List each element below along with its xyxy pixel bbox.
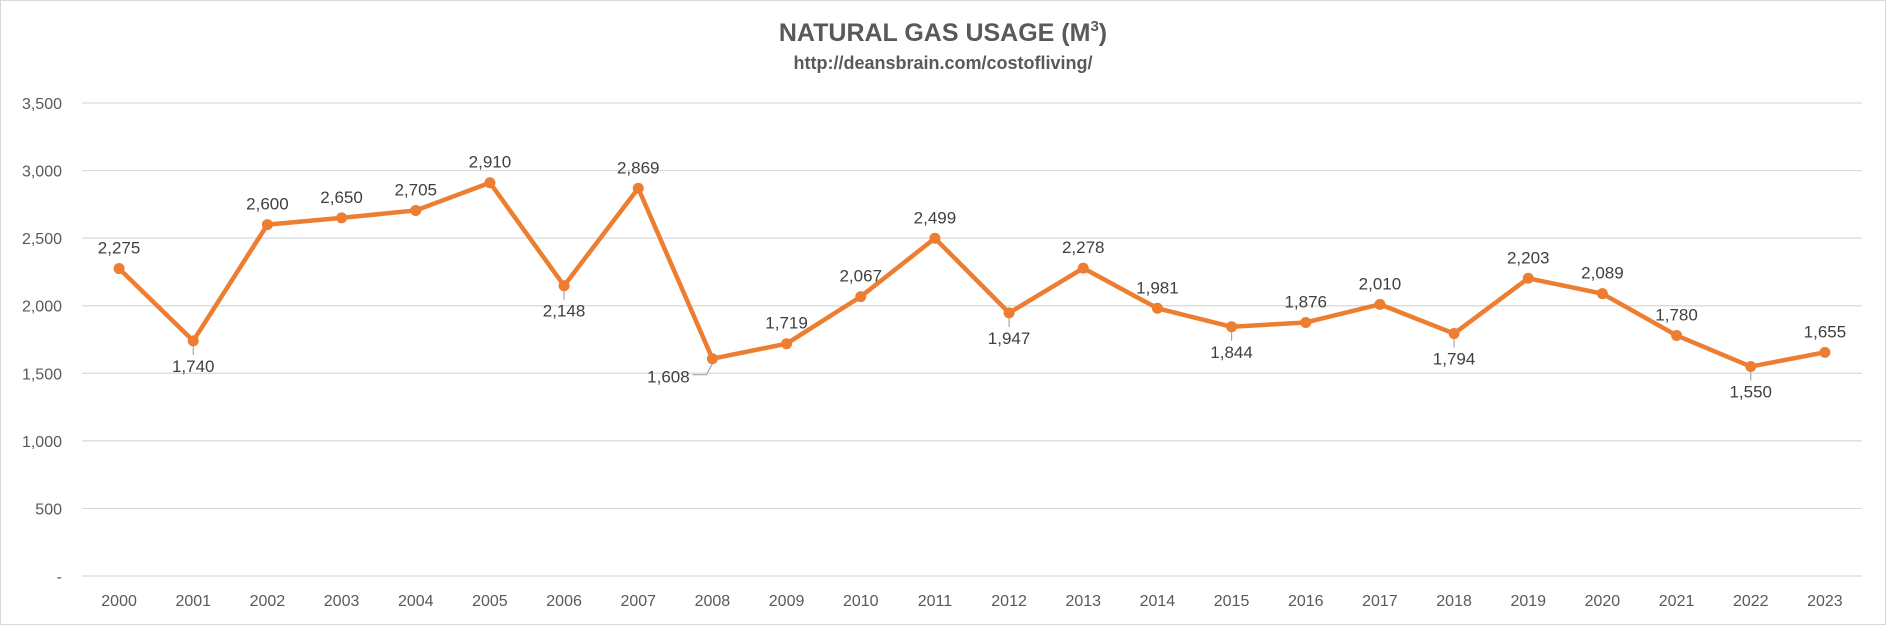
data-label: 1,608	[647, 368, 690, 387]
x-tick-label: 2019	[1510, 593, 1546, 610]
data-label: 2,203	[1507, 248, 1550, 267]
x-tick-label: 2004	[398, 593, 434, 610]
data-label: 1,780	[1655, 305, 1698, 324]
data-point	[1226, 321, 1238, 333]
x-tick-label: 2002	[250, 593, 286, 610]
data-point	[1671, 329, 1683, 341]
data-point	[1448, 328, 1460, 340]
data-label: 1,740	[172, 357, 215, 376]
data-label: 1,844	[1210, 343, 1253, 362]
data-label: 2,010	[1359, 274, 1402, 293]
data-point	[336, 212, 348, 224]
data-point	[632, 182, 644, 194]
series-polyline	[116, 180, 1828, 369]
x-axis-ticks: 2000 2001 2002 2003 2004 2005 2006 2007 2008 2009…	[101, 593, 1843, 610]
data-point	[1374, 298, 1386, 310]
data-point	[1077, 262, 1089, 274]
title-superscript: 3	[1090, 18, 1099, 35]
data-label: 1,876	[1284, 292, 1327, 311]
x-tick-label: 2023	[1807, 593, 1843, 610]
data-point	[855, 291, 867, 303]
data-label: 1,719	[765, 314, 808, 333]
data-point	[1596, 288, 1608, 300]
data-label: 2,278	[1062, 238, 1105, 257]
data-point	[1745, 361, 1757, 373]
data-point	[929, 232, 941, 244]
data-point	[1522, 272, 1534, 284]
data-point	[1819, 346, 1831, 358]
y-tick-label: 3,000	[22, 164, 62, 181]
data-label: 2,499	[914, 208, 957, 227]
x-tick-label: 2017	[1362, 593, 1398, 610]
data-point	[781, 338, 793, 350]
y-tick-label: 3,500	[22, 96, 62, 113]
x-tick-label: 2007	[620, 593, 656, 610]
data-label: 1,981	[1136, 278, 1179, 297]
chart-title: NATURAL GAS USAGE (M3)	[778, 18, 1108, 47]
x-tick-label: 2015	[1214, 593, 1250, 610]
y-tick-label: 500	[35, 501, 62, 518]
gridlines	[82, 102, 1862, 577]
data-points	[113, 177, 1831, 373]
data-label: 2,600	[246, 195, 289, 214]
data-point	[410, 204, 422, 216]
data-point	[558, 280, 570, 292]
data-label: 2,089	[1581, 264, 1624, 283]
y-axis-ticks: - 500 1,000 1,500 2,000 2,500 3,000 3,500	[22, 96, 62, 586]
x-tick-label: 2006	[546, 593, 582, 610]
x-tick-label: 2005	[472, 593, 508, 610]
data-point	[1300, 316, 1312, 328]
y-tick-label: -	[57, 569, 62, 586]
x-tick-label: 2012	[991, 593, 1027, 610]
label-leader-lines	[192, 290, 1752, 381]
x-tick-label: 2008	[695, 593, 731, 610]
data-point	[706, 353, 718, 365]
data-labels: 2,275 1,740 2,600 2,650 2,705 2,910 2,148 2,869…	[98, 153, 1846, 402]
x-tick-label: 2000	[101, 593, 137, 610]
chart-subtitle: http://deansbrain.com/costofliving/	[793, 53, 1093, 73]
x-tick-label: 2021	[1659, 593, 1695, 610]
y-tick-label: 1,000	[22, 434, 62, 451]
data-point	[187, 335, 199, 347]
data-label: 2,275	[98, 239, 141, 258]
data-label: 2,705	[394, 180, 437, 199]
leader-line	[692, 363, 713, 376]
data-label: 1,794	[1433, 350, 1476, 369]
y-tick-label: 2,500	[22, 231, 62, 248]
x-tick-label: 2022	[1733, 593, 1769, 610]
x-tick-label: 2003	[324, 593, 360, 610]
data-point	[484, 177, 496, 189]
data-label: 2,910	[469, 153, 512, 172]
x-tick-label: 2001	[175, 593, 211, 610]
x-tick-label: 2016	[1288, 593, 1324, 610]
data-label: 1,947	[988, 329, 1031, 348]
x-tick-label: 2011	[918, 593, 953, 610]
x-tick-label: 2014	[1140, 593, 1176, 610]
data-label: 2,650	[320, 188, 363, 207]
data-point	[113, 263, 125, 275]
data-point	[261, 219, 273, 231]
x-tick-label: 2020	[1585, 593, 1621, 610]
data-label: 2,067	[839, 267, 882, 286]
y-tick-label: 1,500	[22, 366, 62, 383]
data-point	[1003, 307, 1015, 319]
data-label: 2,148	[543, 302, 586, 321]
data-label: 1,550	[1729, 383, 1772, 402]
data-point	[1151, 302, 1163, 314]
data-label: 1,655	[1804, 322, 1847, 341]
data-label: 2,869	[617, 158, 660, 177]
x-tick-label: 2009	[769, 593, 805, 610]
series-line	[116, 180, 1828, 369]
x-tick-label: 2013	[1065, 593, 1101, 610]
x-tick-label: 2018	[1436, 593, 1472, 610]
y-tick-label: 2,000	[22, 299, 62, 316]
x-tick-label: 2010	[843, 593, 879, 610]
